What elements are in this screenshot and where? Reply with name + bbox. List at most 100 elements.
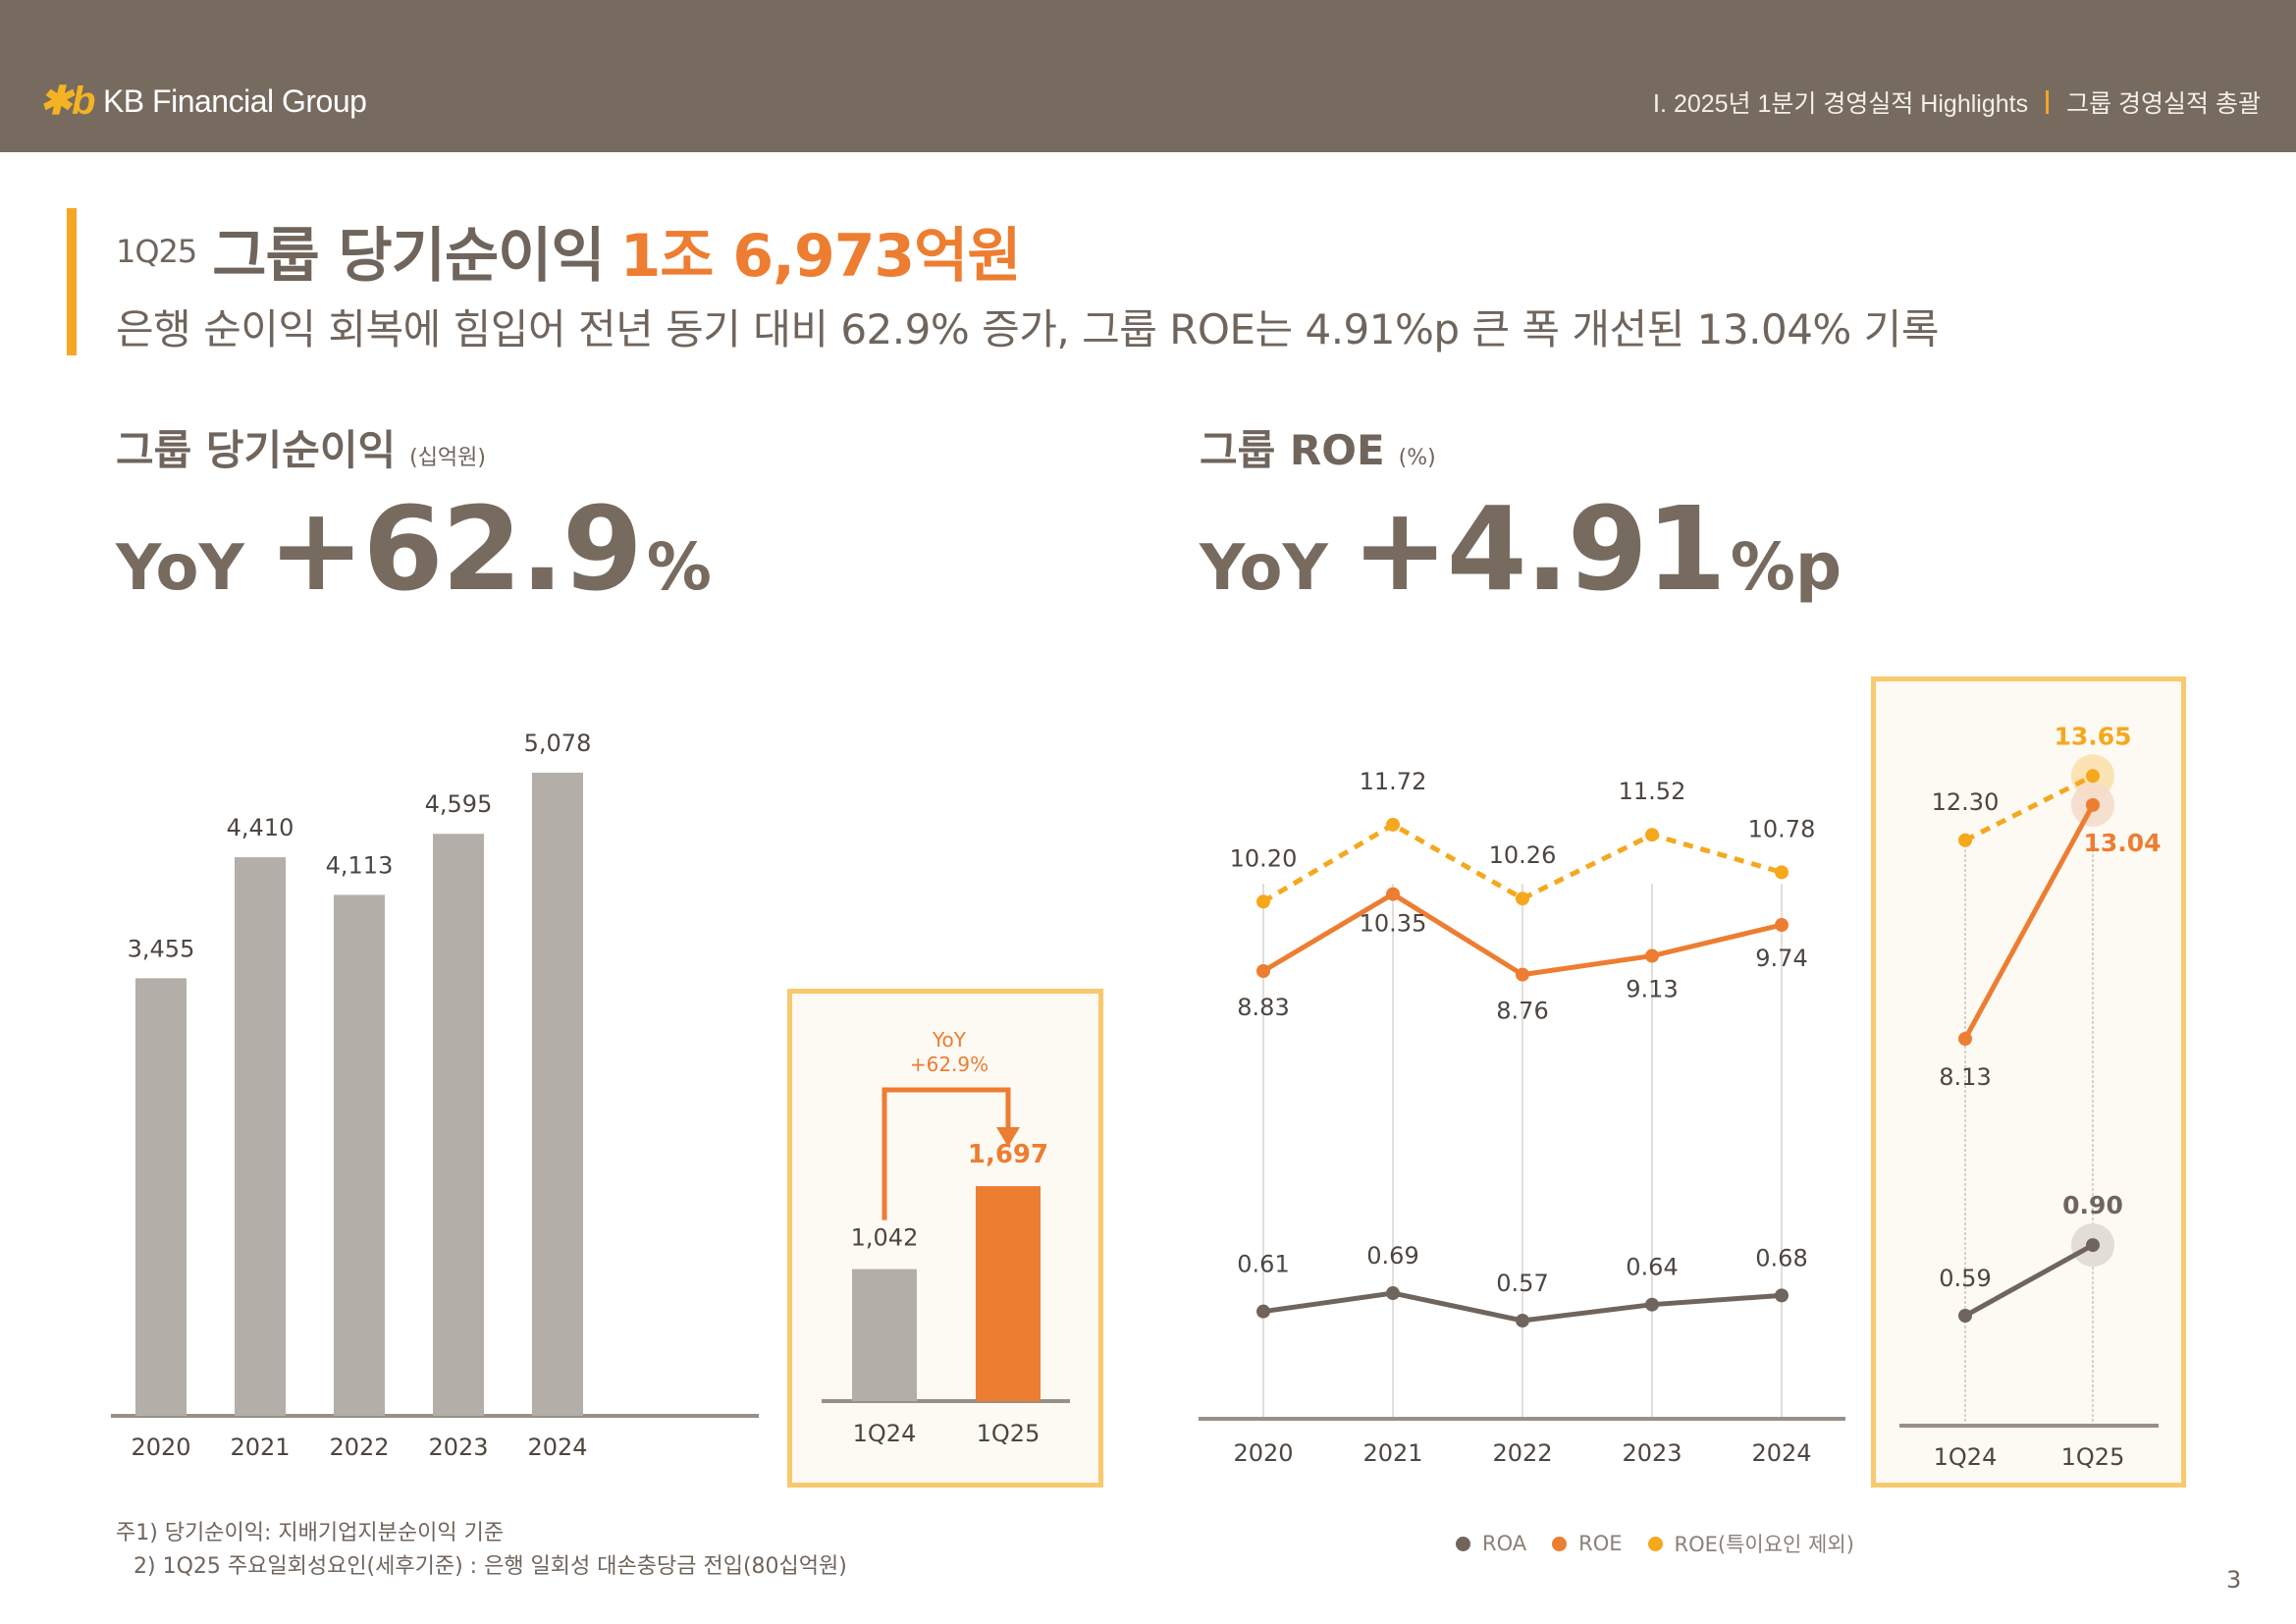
title-main: 그룹 당기순이익 bbox=[212, 222, 605, 291]
roe-yoy-value: +4.91 bbox=[1351, 481, 1727, 617]
data-label-roe: 8.83 bbox=[1237, 994, 1289, 1021]
data-label-roe-ex: 12.30 bbox=[1932, 788, 2000, 816]
net-income-section-title: 그룹 당기순이익 (십억원) bbox=[116, 417, 486, 477]
x-tick-label: 2021 bbox=[1362, 1439, 1422, 1467]
title-highlight: 1조 6,973억원 bbox=[619, 222, 1022, 291]
bar-1Q25 bbox=[976, 1186, 1041, 1401]
data-label-roa: 0.57 bbox=[1496, 1270, 1548, 1297]
series-line-roe-ex bbox=[1963, 774, 2095, 842]
x-tick-label: 2023 bbox=[1622, 1439, 1682, 1467]
bar-2023 bbox=[433, 834, 484, 1416]
point-roe-ex bbox=[1256, 894, 1270, 909]
x-tick-label: 2022 bbox=[329, 1434, 389, 1461]
data-label-roe-ex: 10.26 bbox=[1489, 841, 1557, 869]
point-roe bbox=[2086, 797, 2100, 812]
roe-yoy-suffix: %p bbox=[1730, 529, 1842, 605]
series-line-roa bbox=[1963, 1242, 2095, 1319]
quarter-roe-chart: 0.59 0.90 8.13 13.04 12.30 13.65 1Q24 1Q25 bbox=[1899, 722, 2162, 1471]
x-tick-label: 2024 bbox=[1751, 1439, 1811, 1467]
x-tick-label: 2023 bbox=[428, 1434, 488, 1461]
bar-value-label: 4,410 bbox=[227, 814, 294, 841]
data-label-roe-ex: 11.72 bbox=[1360, 768, 1427, 795]
breadcrumb-page: 그룹 경영실적 총괄 bbox=[2066, 90, 2261, 118]
yoy-arrow-line bbox=[881, 1087, 1011, 1220]
point-roa bbox=[1256, 1304, 1270, 1319]
data-label-roa: 0.68 bbox=[1755, 1244, 1807, 1272]
point-roe-ex bbox=[1645, 828, 1659, 842]
bar-value-label: 5,078 bbox=[524, 730, 592, 757]
roe-unit: (%) bbox=[1398, 446, 1436, 470]
x-tick-label: 2024 bbox=[527, 1434, 587, 1461]
data-label-roe: 13.04 bbox=[2083, 829, 2161, 857]
footnote-1: 주1) 당기순이익: 지배기업지분순이익 기준 bbox=[116, 1521, 505, 1545]
point-roe bbox=[1775, 918, 1789, 933]
point-roe bbox=[1645, 948, 1659, 963]
x-tick-label: 1Q24 bbox=[1934, 1443, 1998, 1471]
brand-name: KB Financial Group bbox=[102, 82, 367, 119]
data-label-roe: 9.74 bbox=[1755, 945, 1807, 972]
point-roe-ex bbox=[1958, 833, 1972, 847]
legend-roe-ex-dot-icon bbox=[1647, 1536, 1663, 1551]
data-label-roe-ex: 10.20 bbox=[1230, 844, 1298, 872]
data-label-roa: 0.69 bbox=[1366, 1242, 1418, 1270]
roe-title: 그룹 ROE bbox=[1200, 426, 1385, 474]
net-income-unit: (십억원) bbox=[409, 446, 486, 470]
x-tick-label: 1Q25 bbox=[2061, 1443, 2125, 1471]
breadcrumb-section: Ⅰ. 2025년 1분기 경영실적 Highlights bbox=[1652, 90, 2029, 118]
data-label-roa: 0.59 bbox=[1939, 1265, 1991, 1292]
footnote-2: 2) 1Q25 주요일회성요인(세후기준) : 은행 일회성 대손충당금 전입(… bbox=[133, 1554, 847, 1579]
net-income-yoy-suffix: % bbox=[646, 529, 712, 605]
roe-yoy-label: YoY bbox=[1200, 532, 1328, 605]
x-tick-label: 1Q24 bbox=[853, 1420, 917, 1447]
point-roe bbox=[1256, 964, 1270, 978]
bar-value-label: 4,595 bbox=[425, 790, 493, 818]
bar-2022 bbox=[334, 894, 385, 1416]
bar-1Q24 bbox=[852, 1269, 917, 1401]
annual-net-income-chart: 3,455 2020 4,410 2021 4,113 2022 4,595 2023 5,07… bbox=[111, 730, 759, 1461]
data-label-roe-ex: 10.78 bbox=[1748, 815, 1816, 842]
yoy-annotation-label: YoY bbox=[932, 1028, 967, 1052]
footnotes: 주1) 당기순이익: 지배기업지분순이익 기준 2) 1Q25 주요일회성요인(… bbox=[116, 1517, 847, 1584]
data-label-roe-ex: 11.52 bbox=[1619, 778, 1686, 805]
point-roa bbox=[2086, 1238, 2100, 1253]
point-roa bbox=[1775, 1288, 1789, 1303]
point-roa bbox=[1516, 1314, 1529, 1327]
roe-chart-legend: ROA ROE ROE(특이요인 제외) bbox=[1456, 1529, 1854, 1558]
page-subtitle: 은행 순이익 회복에 힘입어 전년 동기 대비 62.9% 증가, 그룹 ROE… bbox=[116, 305, 1939, 353]
net-income-yoy-label: YoY bbox=[116, 532, 244, 605]
point-roe bbox=[1386, 887, 1400, 901]
x-tick-label: 2020 bbox=[1233, 1439, 1293, 1467]
header-bar bbox=[0, 0, 2296, 152]
data-label-roa: 0.90 bbox=[2062, 1191, 2123, 1219]
data-label-roe: 8.76 bbox=[1496, 998, 1548, 1025]
point-roa bbox=[1645, 1297, 1659, 1312]
legend-roe-label: ROE bbox=[1578, 1532, 1623, 1555]
bar-value-label: 1,042 bbox=[851, 1224, 919, 1252]
page-number: 3 bbox=[2226, 1566, 2242, 1594]
title-period: 1Q25 bbox=[116, 233, 197, 270]
net-income-yoy-value: +62.9 bbox=[267, 481, 643, 617]
bar-value-label: 3,455 bbox=[128, 935, 195, 962]
legend-item-roa: ROA bbox=[1456, 1532, 1526, 1555]
x-tick-label: 1Q25 bbox=[977, 1420, 1041, 1447]
quarter-roe-highlight-box bbox=[1871, 677, 2186, 1488]
bar-2024 bbox=[532, 772, 583, 1416]
data-label-roe: 8.13 bbox=[1939, 1063, 1991, 1091]
legend-item-roe-ex: ROE(특이요인 제외) bbox=[1647, 1529, 1854, 1558]
breadcrumb: Ⅰ. 2025년 1분기 경영실적 Highlights 그룹 경영실적 총괄 bbox=[1653, 84, 2261, 120]
point-roe-ex bbox=[1775, 865, 1789, 880]
point-roe-ex bbox=[1516, 892, 1529, 906]
point-roe bbox=[1516, 967, 1529, 982]
kb-star-logo-icon: ✱b bbox=[39, 80, 95, 123]
x-tick-label: 2022 bbox=[1492, 1439, 1552, 1467]
series-line-roe bbox=[1962, 803, 2096, 1041]
bar-value-label: 4,113 bbox=[326, 851, 394, 879]
point-roe-ex bbox=[1386, 817, 1400, 832]
legend-roe-dot-icon bbox=[1552, 1536, 1568, 1551]
roe-yoy: YoY +4.91 %p bbox=[1200, 481, 1842, 617]
roe-section-title: 그룹 ROE (%) bbox=[1200, 417, 1436, 477]
data-label-roe-ex: 13.65 bbox=[2054, 722, 2131, 750]
legend-roa-dot-icon bbox=[1456, 1536, 1470, 1551]
bar-2021 bbox=[235, 857, 286, 1416]
